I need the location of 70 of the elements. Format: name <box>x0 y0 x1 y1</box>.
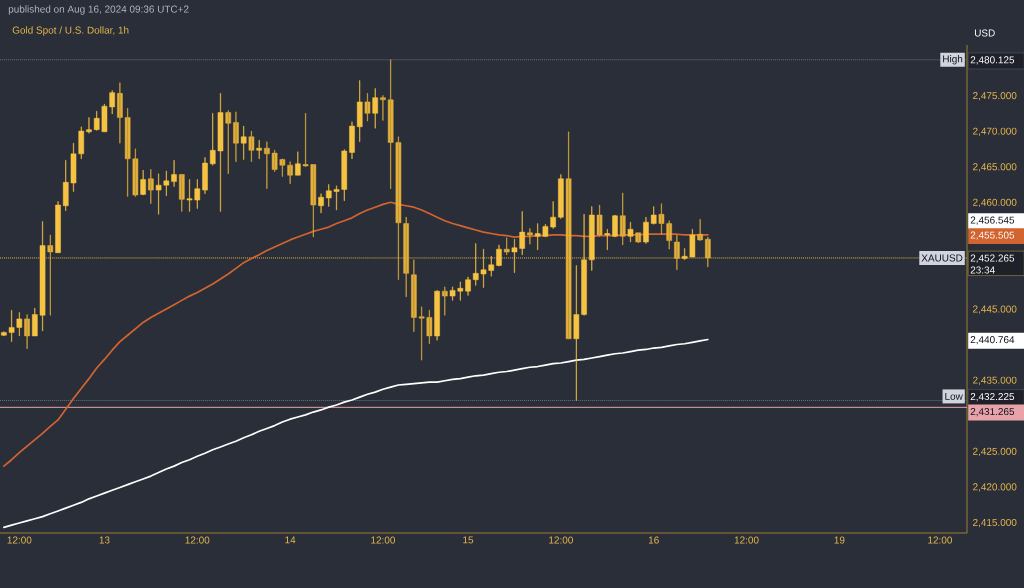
candlestick <box>697 219 703 241</box>
candlestick <box>248 130 255 162</box>
candlestick <box>349 121 355 160</box>
ref-line-label: 2,432.225 <box>970 393 1015 402</box>
candlestick <box>55 201 61 253</box>
candlestick <box>496 244 502 267</box>
x-tick-label: 14 <box>285 536 296 544</box>
chart-title: Gold Spot / U.S. Dollar, 1h <box>12 26 129 36</box>
candlestick <box>596 204 603 237</box>
x-tick-label: 12:00 <box>549 536 573 544</box>
x-tick-label: 16 <box>648 536 659 544</box>
candlestick <box>565 131 572 340</box>
candlestick <box>705 236 711 268</box>
x-tick-label: 12:00 <box>7 536 32 544</box>
y-tick-label: 2,475.000 <box>973 92 1017 101</box>
x-tick-label: 13 <box>99 536 110 544</box>
text: 2,456.545 <box>970 216 1015 225</box>
candlestick <box>47 234 54 316</box>
x-tick-label: 12:00 <box>928 536 953 544</box>
y-tick-label: 2,435.000 <box>973 376 1017 385</box>
candlestick <box>503 237 510 256</box>
candlestick <box>674 234 680 271</box>
candlestick <box>372 88 378 129</box>
candlestick <box>403 216 409 298</box>
candlestick <box>442 286 448 316</box>
annotation: Low <box>945 392 963 400</box>
y-tick-label: 2,425.000 <box>973 447 1017 457</box>
x-tick-label: 12:00 <box>185 536 210 544</box>
y-tick-label: 2,445.000 <box>973 305 1017 314</box>
candlestick <box>356 80 363 142</box>
line-series <box>3 338 709 529</box>
candlestick <box>612 214 618 238</box>
x-tick-label: 15 <box>463 536 474 544</box>
candlestick <box>202 157 208 194</box>
y-tick-label: 2,460.000 <box>973 198 1017 208</box>
text: 2,440.764 <box>970 336 1015 345</box>
candlestick <box>558 174 564 219</box>
x-tick-label: 12:00 <box>371 536 396 544</box>
candlestick <box>364 93 371 122</box>
candlestick <box>318 193 324 214</box>
y-tick-label: 2,465.000 <box>973 163 1017 172</box>
candlestick <box>240 125 247 160</box>
candlestick <box>604 228 611 251</box>
candlestick <box>619 192 626 246</box>
x-tick-label: 19 <box>834 536 845 544</box>
ref-line-label: 2,431.265 <box>970 408 1015 417</box>
candlestick <box>295 151 301 176</box>
y-tick-label: 2,420.000 <box>973 483 1017 492</box>
candlestick <box>527 228 533 245</box>
candlestick <box>589 206 595 271</box>
candlestick <box>635 232 642 243</box>
candlestick <box>140 169 146 196</box>
candlestick <box>233 111 239 162</box>
text: published on Aug 16, 2024 09:36 UTC+2 <box>8 5 189 15</box>
annotation: XAUUSD <box>921 254 963 262</box>
candlestick <box>434 290 440 341</box>
y-axis-title: USD <box>974 29 995 37</box>
candlestick <box>24 314 30 349</box>
x-tick-label: 12:00 <box>734 536 759 544</box>
y-tick-label: 2,415.000 <box>973 518 1017 528</box>
candlestick <box>225 110 232 174</box>
ref-line-label: 2,452.265 23:34 <box>970 254 1015 274</box>
text: 2,455.505 <box>970 231 1015 240</box>
candlestick <box>148 169 154 204</box>
candlestick <box>256 140 262 160</box>
candlestick <box>179 174 185 212</box>
candlestick <box>627 221 634 243</box>
y-tick-label: 2,470.000 <box>973 127 1017 136</box>
annotation: High <box>943 55 963 65</box>
ref-line-label: 2,480.125 <box>970 56 1015 65</box>
